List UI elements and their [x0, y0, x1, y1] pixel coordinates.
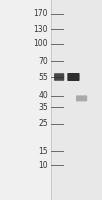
Text: 55: 55 — [38, 72, 48, 82]
FancyBboxPatch shape — [54, 73, 64, 81]
FancyBboxPatch shape — [67, 73, 80, 81]
Text: 25: 25 — [38, 119, 48, 129]
Text: 100: 100 — [33, 40, 48, 48]
Text: 40: 40 — [38, 92, 48, 100]
Text: 170: 170 — [33, 9, 48, 19]
Text: 130: 130 — [33, 24, 48, 33]
Text: 70: 70 — [38, 56, 48, 66]
Text: 35: 35 — [38, 102, 48, 112]
FancyBboxPatch shape — [76, 95, 87, 101]
FancyBboxPatch shape — [0, 0, 51, 200]
Text: 10: 10 — [38, 160, 48, 170]
Text: 15: 15 — [38, 146, 48, 156]
